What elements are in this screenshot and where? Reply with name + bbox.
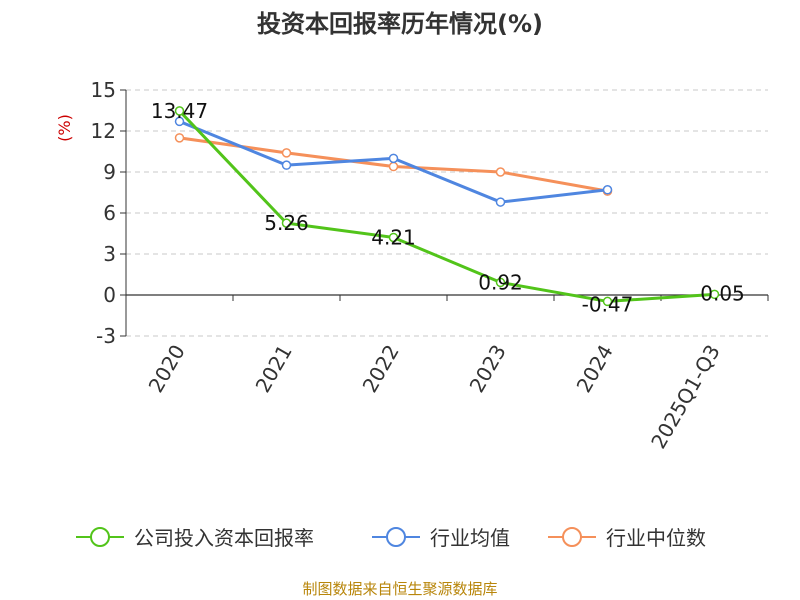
y-tick-label: 6	[103, 201, 116, 225]
data-point	[388, 153, 399, 164]
data-point	[174, 106, 185, 116]
data-point	[495, 277, 506, 288]
x-tick-label: 2024	[572, 341, 618, 397]
legend-label-1: 行业均值	[430, 526, 510, 550]
data-point	[281, 160, 292, 170]
data-point	[602, 185, 613, 195]
data-point	[388, 161, 399, 172]
y-tick-label: 9	[103, 160, 116, 184]
x-tick-label: 2020	[144, 341, 190, 397]
x-tick-label: 2023	[465, 341, 511, 397]
data-point	[388, 232, 399, 243]
legend-marker-0	[90, 527, 110, 547]
data-label: 5.26	[264, 211, 309, 235]
data-labels: 13.47 5.26 4.21 0.92 -0.47 0.05	[151, 99, 745, 317]
y-axis-label: (%)	[55, 114, 74, 142]
legend-label-0: 公司投入资本回报率	[134, 526, 314, 550]
data-point	[174, 116, 185, 127]
data-point	[709, 289, 720, 300]
series-lines	[174, 106, 720, 307]
y-tick-label: 0	[103, 283, 116, 307]
y-tick-label: 12	[91, 119, 116, 143]
data-point	[602, 296, 613, 307]
x-tick-label: 2022	[358, 341, 404, 397]
data-point	[281, 218, 292, 228]
y-tick-label: 3	[103, 242, 116, 266]
data-label: -0.47	[582, 292, 634, 316]
legend-label-2: 行业中位数	[606, 526, 706, 550]
series-line-0	[178, 109, 715, 303]
x-tick-label: 2021	[251, 341, 297, 397]
legend: 公司投入资本回报率 行业均值 行业中位数	[76, 526, 706, 550]
data-label: 0.92	[478, 270, 523, 294]
grid	[126, 89, 768, 337]
data-point	[174, 133, 185, 143]
data-point	[495, 197, 506, 207]
legend-marker-2	[562, 527, 582, 547]
y-tick-label: -3	[96, 324, 116, 348]
x-tick-label: 2025Q1-Q3	[646, 341, 725, 453]
source-note: 制图数据来自恒生聚源数据库	[302, 580, 497, 598]
data-label: 13.47	[151, 99, 208, 123]
data-point	[281, 148, 292, 158]
legend-marker-1	[386, 527, 406, 547]
data-label: 4.21	[371, 225, 416, 249]
axes: 15 12 9 6 3 0 -3 2020 2021 2022 2023 2024 2025Q1-Q3	[91, 78, 769, 453]
data-label: 0.05	[700, 281, 745, 305]
data-point	[495, 167, 506, 177]
y-tick-label: 15	[91, 78, 116, 102]
chart-title: 投资本回报率历年情况(%)	[257, 10, 543, 38]
